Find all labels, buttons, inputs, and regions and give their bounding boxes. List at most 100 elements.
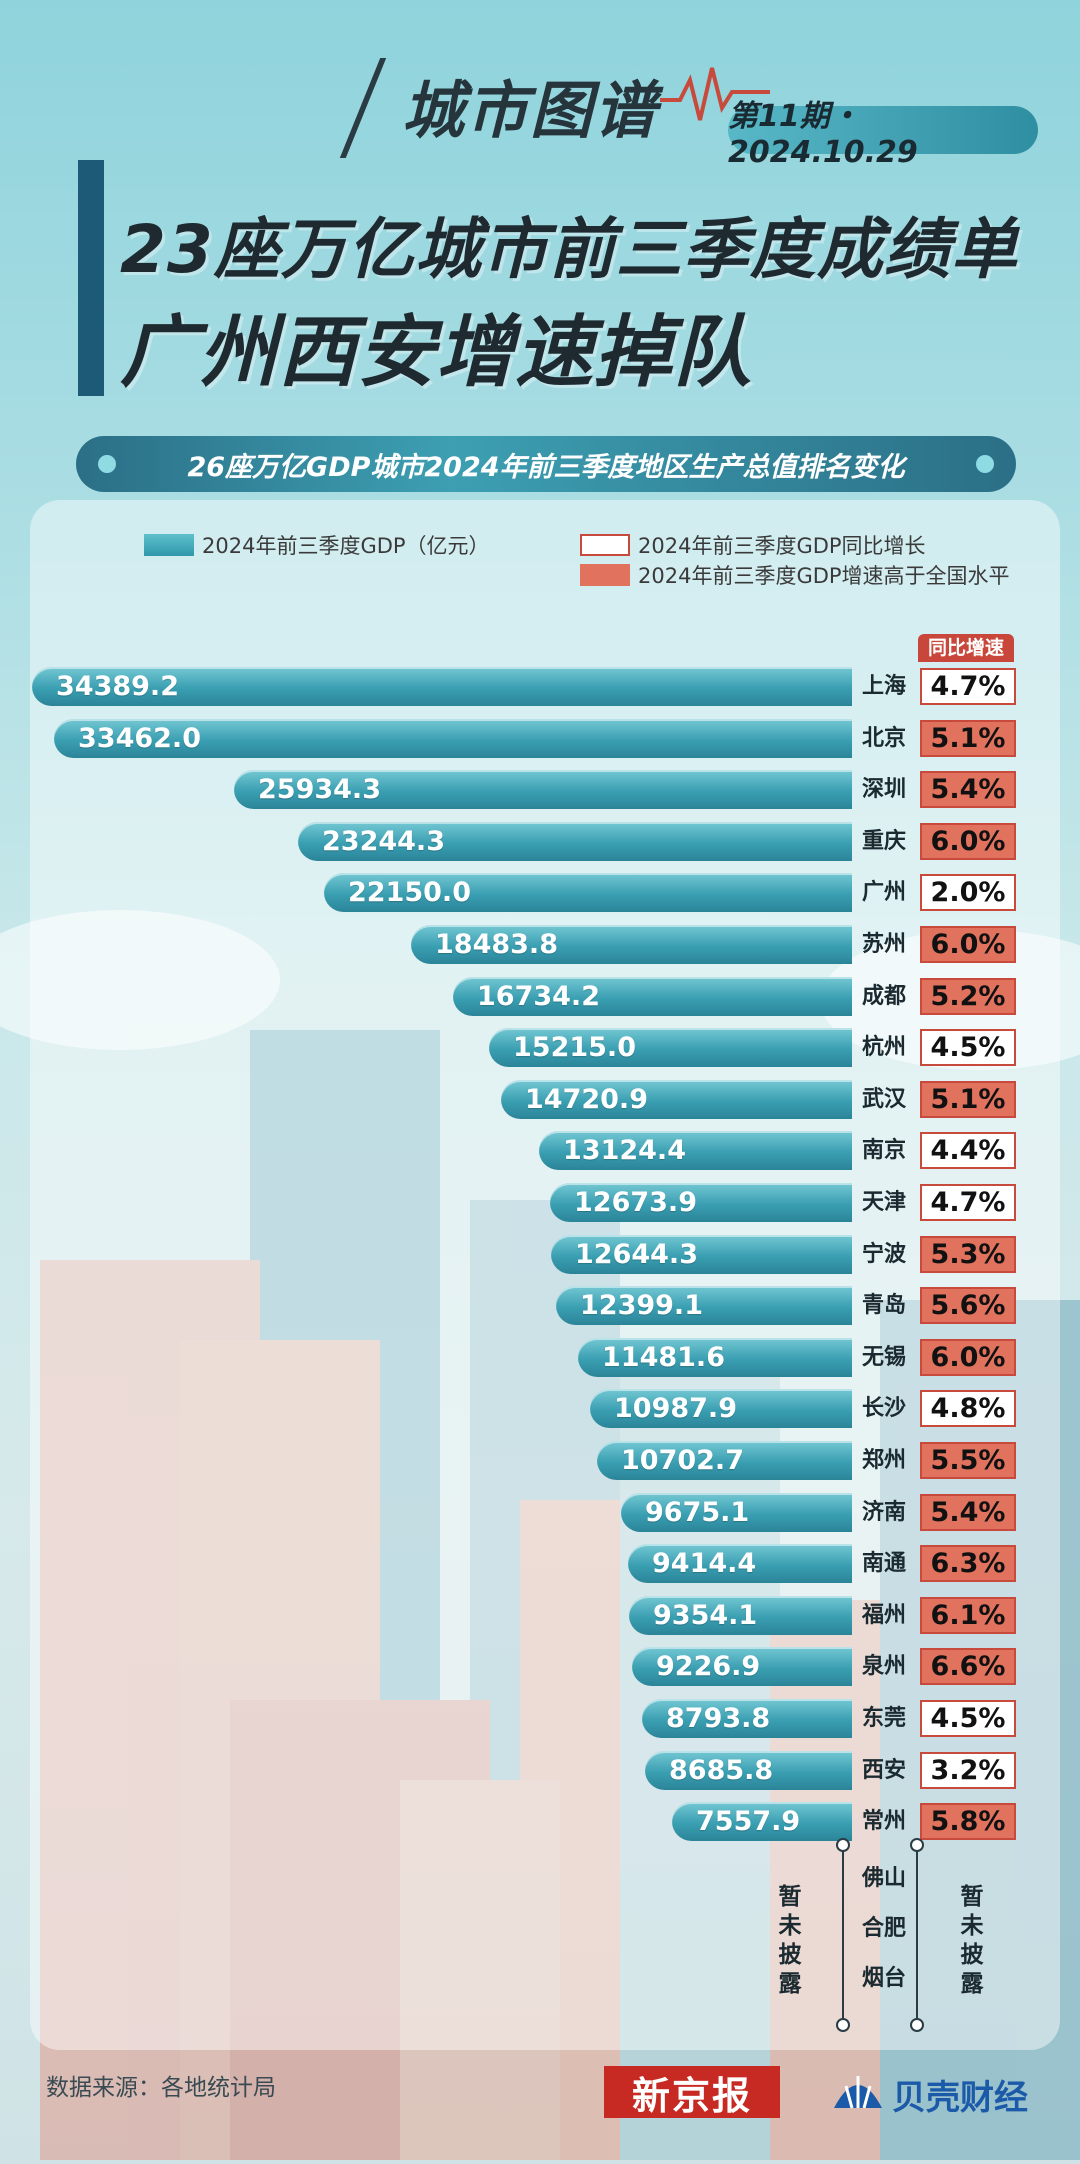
city-label: 福州	[861, 1603, 906, 1628]
city-label: 杭州	[861, 1035, 906, 1060]
bar	[597, 1441, 852, 1480]
city-label: 宁波	[861, 1242, 906, 1267]
growth-rate-box: 6.6%	[920, 1648, 1016, 1685]
growth-rate-box: 4.7%	[920, 1184, 1016, 1221]
city-label: 无锡	[861, 1345, 906, 1370]
growth-rate-box: 4.8%	[920, 1390, 1016, 1427]
city-label: 南京	[861, 1138, 906, 1163]
bar	[556, 1286, 852, 1325]
bar-value-label: 23244.3	[322, 826, 445, 857]
bar-value-label: 9226.9	[656, 1651, 761, 1682]
bar	[642, 1699, 852, 1738]
issue-badge: 第11期・2024.10.29	[728, 99, 1038, 170]
dot-icon	[98, 455, 116, 473]
legend-swatch-gdp	[144, 534, 194, 556]
legend-above-label: 2024年前三季度GDP增速高于全国水平	[638, 564, 1010, 588]
bar-value-label: 8685.8	[669, 1755, 774, 1786]
legend-swatch-above	[580, 564, 630, 586]
growth-rate-box: 6.3%	[920, 1545, 1016, 1582]
bar	[632, 1647, 852, 1686]
bar-value-label: 34389.2	[56, 671, 179, 702]
growth-rate-box: 2.0%	[920, 874, 1016, 911]
pending-bracket-left	[842, 1846, 844, 2026]
pulse-icon	[660, 67, 770, 121]
bracket-dot	[910, 2018, 924, 2032]
bar-value-label: 12644.3	[575, 1239, 698, 1270]
dot-icon	[976, 455, 994, 473]
growth-rate-box: 4.5%	[920, 1700, 1016, 1737]
legend-above-national: 2024年前三季度GDP增速高于全国水平	[580, 560, 1010, 590]
chart-panel	[30, 500, 1060, 2050]
bar-value-label: 10987.9	[614, 1393, 737, 1424]
bar	[621, 1493, 852, 1532]
logo-beike: 贝壳财经	[892, 2078, 1028, 2118]
bar-value-label: 16734.2	[477, 981, 600, 1012]
bar-value-label: 9414.4	[652, 1548, 757, 1579]
headline-line2: 广州西安增速掉队	[120, 308, 753, 398]
growth-rate-box: 4.5%	[920, 1029, 1016, 1066]
chart-subtitle: 26座万亿GDP城市2024年前三季度地区生产总值排名变化	[76, 436, 1016, 492]
bar-value-label: 15215.0	[513, 1032, 636, 1063]
bar	[234, 770, 852, 809]
city-label: 天津	[861, 1190, 906, 1215]
bar	[590, 1389, 852, 1428]
bar	[628, 1544, 852, 1583]
city-label: 常州	[861, 1809, 906, 1834]
brand-title: 城市图谱	[402, 74, 659, 147]
bar	[298, 822, 852, 861]
shell-logo-icon	[834, 2076, 882, 2109]
pending-bracket-right	[916, 1846, 918, 2026]
bar	[324, 873, 852, 912]
growth-rate-box: 4.7%	[920, 668, 1016, 705]
bracket-dot	[836, 1838, 850, 1852]
growth-rate-box: 5.2%	[920, 978, 1016, 1015]
bar	[645, 1751, 852, 1790]
bar	[54, 719, 852, 758]
bar	[501, 1080, 852, 1119]
growth-rate-box: 5.8%	[920, 1803, 1016, 1840]
city-label: 济南	[861, 1500, 906, 1525]
city-label: 重庆	[861, 829, 906, 854]
growth-rate-box: 5.6%	[920, 1287, 1016, 1324]
bar	[489, 1028, 852, 1067]
pending-city: 烟台	[861, 1966, 906, 1991]
bar	[672, 1802, 852, 1841]
legend-growth: 2024年前三季度GDP同比增长	[580, 530, 926, 560]
city-label: 郑州	[861, 1448, 906, 1473]
city-label: 长沙	[861, 1396, 906, 1421]
growth-rate-box: 6.0%	[920, 823, 1016, 860]
bar-value-label: 7557.9	[696, 1806, 801, 1837]
city-label: 北京	[861, 726, 906, 751]
logo-xinjingbao: 新京报	[604, 2066, 780, 2118]
growth-rate-box: 6.0%	[920, 1339, 1016, 1376]
growth-undisclosed-note: 暂未披露	[956, 1884, 982, 2000]
legend-swatch-growth	[580, 534, 630, 556]
bar-value-label: 18483.8	[435, 929, 558, 960]
city-label: 泉州	[861, 1654, 906, 1679]
pending-city: 佛山	[861, 1866, 906, 1891]
bar-value-label: 9354.1	[653, 1600, 758, 1631]
bar	[32, 667, 852, 706]
bar-value-label: 12399.1	[580, 1290, 703, 1321]
city-label: 苏州	[861, 932, 906, 957]
growth-rate-box: 5.4%	[920, 771, 1016, 808]
city-label: 青岛	[861, 1293, 906, 1318]
headline-line1: 23座万亿城市前三季度成绩单	[120, 211, 1018, 288]
growth-rate-box: 5.4%	[920, 1494, 1016, 1531]
growth-rate-box: 4.4%	[920, 1132, 1016, 1169]
gdp-undisclosed-note: 暂未披露	[774, 1884, 800, 2000]
bracket-dot	[836, 2018, 850, 2032]
city-label: 广州	[861, 880, 906, 905]
growth-rate-box: 6.1%	[920, 1597, 1016, 1634]
city-label: 南通	[861, 1551, 906, 1576]
bracket-dot	[910, 1838, 924, 1852]
data-source: 数据来源：各地统计局	[46, 2075, 276, 2101]
city-label: 深圳	[861, 777, 906, 802]
bar-value-label: 12673.9	[574, 1187, 697, 1218]
headline-accent-bar	[78, 160, 104, 396]
bar	[629, 1596, 852, 1635]
city-label: 武汉	[861, 1087, 906, 1112]
bar-value-label: 14720.9	[525, 1084, 648, 1115]
growth-rate-box: 6.0%	[920, 926, 1016, 963]
city-label: 东莞	[861, 1706, 906, 1731]
